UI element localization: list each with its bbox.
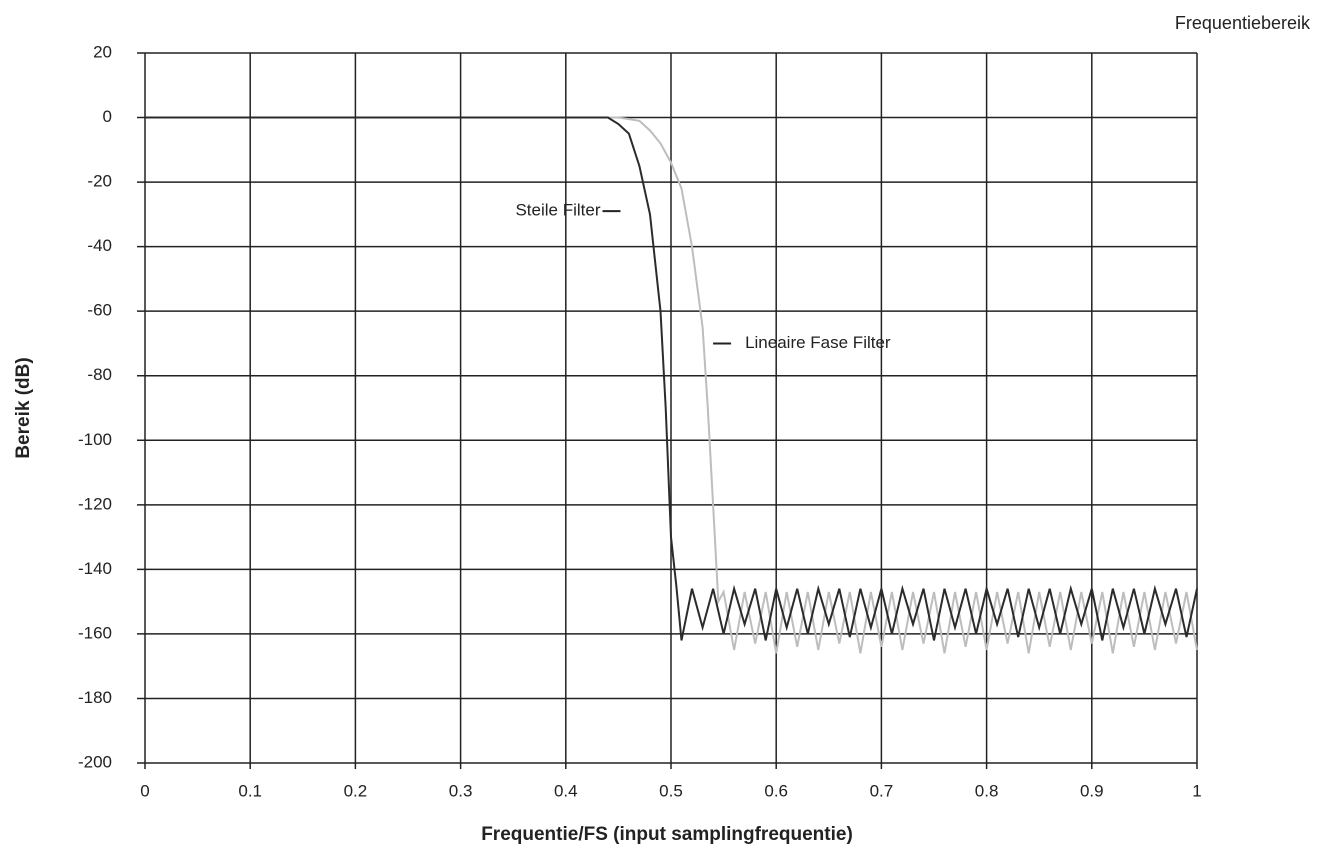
- data-line: [145, 116, 1198, 641]
- y-tick-label: -80: [87, 365, 112, 384]
- y-tick-label: -40: [87, 236, 112, 255]
- y-tick-label: -180: [78, 688, 112, 707]
- x-tick-label: 0.3: [449, 781, 473, 800]
- y-tick-label: 20: [93, 42, 112, 61]
- y-tick-label: -100: [78, 430, 112, 449]
- y-tick-label: -160: [78, 623, 112, 642]
- y-axis-label: Bereik (dB): [13, 357, 34, 458]
- x-axis-label: Frequentie/FS (input samplingfrequentie): [481, 824, 853, 845]
- x-tick-label: 0.7: [870, 781, 894, 800]
- x-tick-label: 0.6: [764, 781, 788, 800]
- y-tick-label: -120: [78, 494, 112, 513]
- y-tick-label: 0: [103, 107, 112, 126]
- chart-title: Frequentiebereik: [1175, 13, 1311, 33]
- y-tick-label: -140: [78, 559, 112, 578]
- annotation: Steile Filter: [515, 201, 600, 220]
- x-tick-label: 0.9: [1080, 781, 1104, 800]
- y-tick-label: -60: [87, 301, 112, 320]
- x-tick-label: 0.8: [975, 781, 999, 800]
- data-line: [145, 116, 1198, 654]
- x-tick-label: 0.1: [238, 781, 262, 800]
- y-tick-label: -20: [87, 172, 112, 191]
- x-tick-label: 0.5: [659, 781, 683, 800]
- annotation: Lineaire Fase Filter: [745, 333, 891, 352]
- x-tick-label: 0.4: [554, 781, 578, 800]
- x-tick-label: 0.2: [344, 781, 368, 800]
- x-tick-label: 0: [140, 781, 149, 800]
- y-tick-label: -200: [78, 752, 112, 771]
- x-tick-label: 1: [1192, 781, 1201, 800]
